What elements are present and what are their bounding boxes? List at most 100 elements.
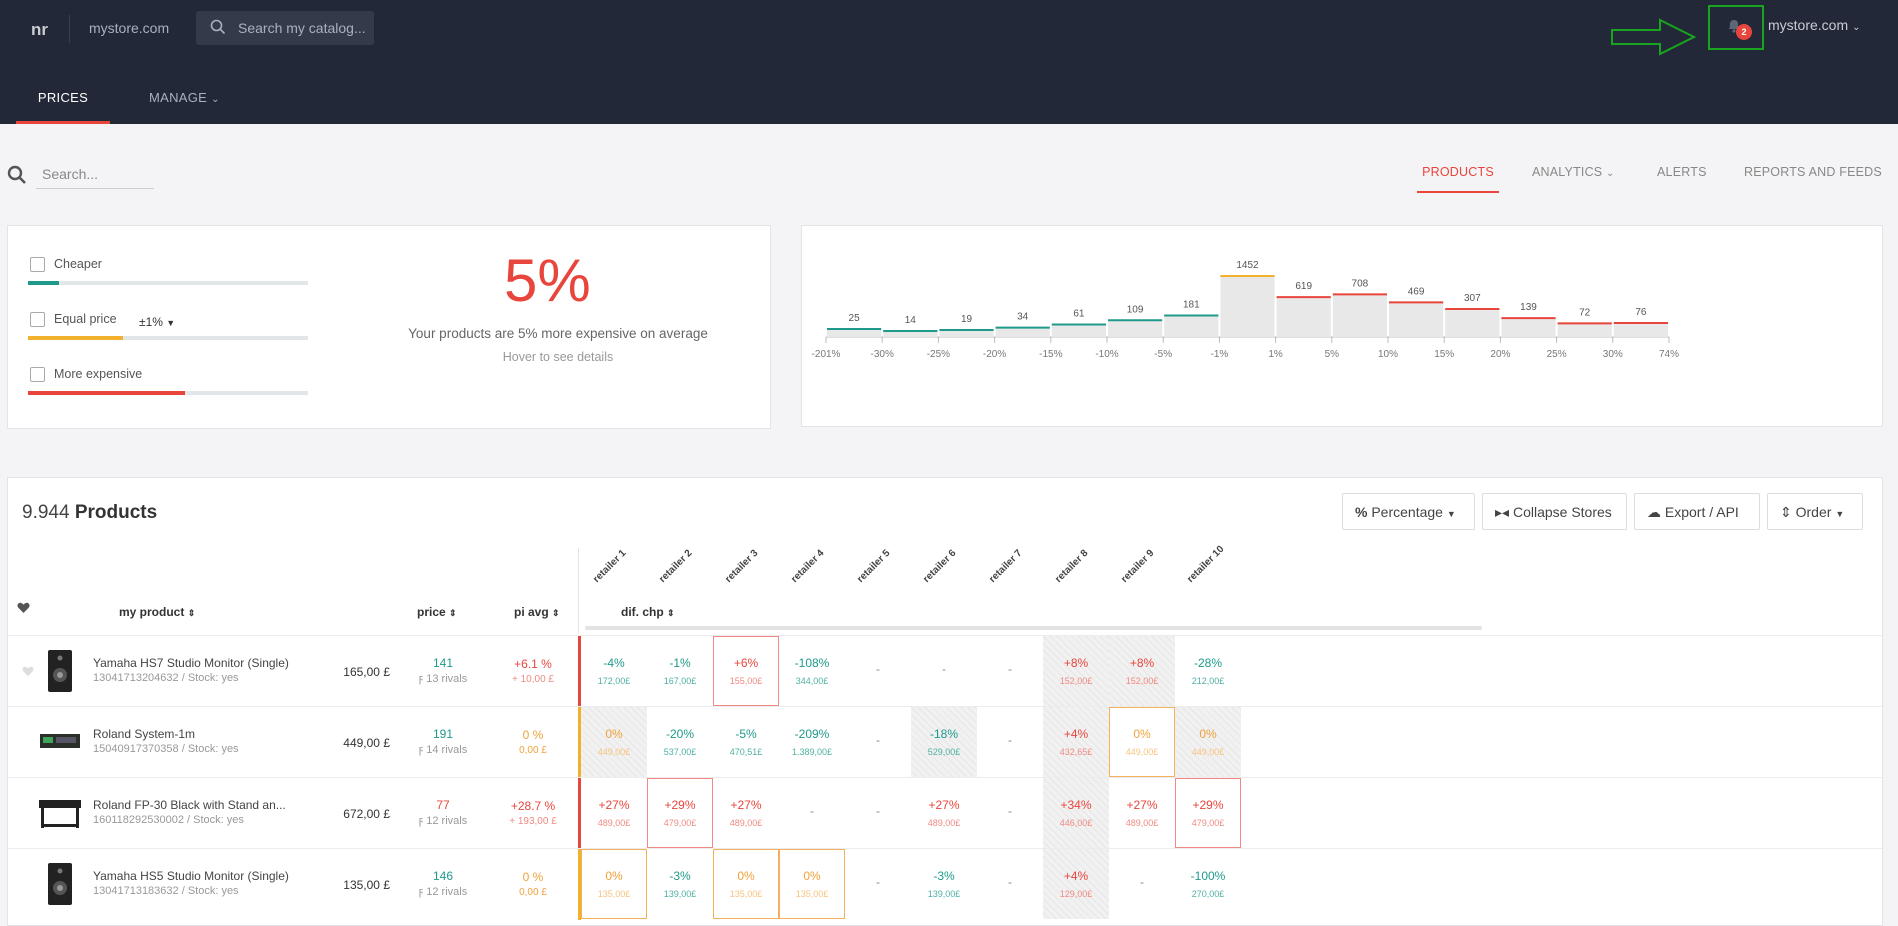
store-name[interactable]: mystore.com [89,20,170,36]
retailer-price-cell[interactable]: +27% 489,00£ [911,778,977,848]
account-menu[interactable]: mystore.com ⌄ [1768,17,1861,33]
product-thumbnail[interactable] [48,648,72,694]
retailer-price-cell[interactable]: -20% 537,00£ [647,707,713,777]
price-histogram[interactable]: 25 14 19 34 61 109 181 1452 619 708 469 307 139 72 76 -… [802,226,1884,428]
histogram-bar[interactable] [1445,308,1500,337]
retailer-price-cell[interactable]: - [779,778,845,848]
retailer-price-cell[interactable]: 0% 449,00£ [581,707,647,777]
filter-expensive[interactable]: More expensive [30,367,142,383]
retailer-price-cell[interactable]: - [977,707,1043,777]
retailer-price-cell[interactable]: +29% 479,00£ [1175,778,1241,848]
notifications-button[interactable]: 2 [1708,5,1764,50]
retailer-price-cell[interactable]: 0% 135,00£ [779,849,845,919]
histogram-bar[interactable] [1332,294,1387,337]
retailer-price-cell[interactable]: -1% 167,00£ [647,636,713,706]
retailer-price-cell[interactable]: 0% 135,00£ [581,849,647,919]
histogram-bar[interactable] [1051,324,1106,337]
retailer-price-cell[interactable]: -4% 172,00£ [581,636,647,706]
filter-equal[interactable]: Equal price [30,312,117,328]
retailer-price-cell[interactable]: +27% 489,00£ [713,778,779,848]
retailer-price-cell[interactable]: +27% 489,00£ [581,778,647,848]
retailer-price-cell[interactable]: 0% 135,00£ [713,849,779,919]
histogram-bar[interactable] [827,328,882,337]
product-thumbnail[interactable] [39,790,81,836]
retailer-price-cell[interactable]: - [845,849,911,919]
product-thumbnail[interactable] [40,719,80,765]
table-row[interactable]: Roland FP-30 Black with Stand an... 16011… [8,777,1884,849]
column-pi-avg[interactable]: pi avg ⇕ [514,605,560,619]
histogram-bar[interactable] [1220,276,1275,337]
collapse-stores-button[interactable]: ▸◂ Collapse Stores [1482,493,1627,530]
favorites-heart-icon[interactable] [17,602,30,617]
product-name[interactable]: Yamaha HS5 Studio Monitor (Single) [93,869,289,883]
retailer-price-cell[interactable]: 0% 449,00£ [1109,707,1175,777]
tab-manage[interactable]: MANAGE ⌄ [149,90,220,105]
retailer-price-cell[interactable]: +34% 446,00£ [1043,778,1109,848]
retailer-price-cell[interactable]: +4% 432,65£ [1043,707,1109,777]
histogram-bar-label: 1452 [1236,260,1259,271]
retailer-price-cell[interactable]: -3% 139,00£ [911,849,977,919]
histogram-bar[interactable] [1501,318,1556,337]
table-row[interactable]: Roland System-1m 15040917370358 / Stock: … [8,706,1884,778]
product-name[interactable]: Roland FP-30 Black with Stand an... [93,798,286,812]
retailer-price-cell[interactable]: - [977,778,1043,848]
retailer-price-cell[interactable]: -108% 344,00£ [779,636,845,706]
equal-checkbox[interactable] [30,312,45,328]
retailer-price-cell[interactable]: - [1109,849,1175,919]
retailer-price-cell[interactable]: -3% 139,00£ [647,849,713,919]
retailer-price-cell[interactable]: - [977,849,1043,919]
heart-icon[interactable] [22,664,34,682]
retailer-price-cell[interactable]: - [845,636,911,706]
tab-alerts[interactable]: ALERTS [1657,165,1707,179]
column-my-product[interactable]: my product ⇕ [119,605,195,619]
retailer-price-cell[interactable]: +27% 489,00£ [1109,778,1175,848]
retailer-price-cell[interactable]: +8% 152,00£ [1109,636,1175,706]
histogram-bar[interactable] [1108,320,1163,337]
horizontal-scrollbar[interactable] [585,626,1482,630]
retailer-price-cell[interactable]: - [911,636,977,706]
histogram-bar[interactable] [883,331,938,337]
histogram-bar[interactable] [995,327,1050,337]
histogram-bar[interactable] [1613,323,1668,337]
retailer-price-cell[interactable]: -18% 529,00£ [911,707,977,777]
tab-prices[interactable]: PRICES [16,90,110,124]
product-name[interactable]: Roland System-1m [93,727,196,741]
histogram-bar[interactable] [1389,302,1444,337]
logo[interactable]: nr [31,20,48,39]
tab-reports-and-feeds[interactable]: REPORTS AND FEEDS [1744,165,1882,179]
expensive-checkbox[interactable] [30,367,45,383]
product-name[interactable]: Yamaha HS7 Studio Monitor (Single) [93,656,289,670]
tab-products[interactable]: PRODUCTS [1417,165,1499,193]
retailer-price-cell[interactable]: 0% 449,00£ [1175,707,1241,777]
column-price[interactable]: price ⇕ [417,605,457,619]
histogram-bar[interactable] [1276,297,1331,337]
retailer-price-cell[interactable]: +4% 129,00£ [1043,849,1109,919]
table-row[interactable]: Yamaha HS5 Studio Monitor (Single) 130417… [8,848,1884,920]
product-thumbnail[interactable] [48,861,72,907]
retailer-price-cell[interactable]: - [845,707,911,777]
retailer-price-cell[interactable]: - [977,636,1043,706]
retailer-price-cell[interactable]: -28% 212,00£ [1175,636,1241,706]
retailer-price-cell[interactable]: -5% 470,51£ [713,707,779,777]
histogram-bar[interactable] [939,330,994,337]
filter-cheaper[interactable]: Cheaper [30,257,102,273]
retailer-price-cell[interactable]: +29% 479,00£ [647,778,713,848]
retailer-price-cell[interactable]: -209% 1.389,00£ [779,707,845,777]
retailer-price-cell[interactable]: +6% 155,00£ [713,636,779,706]
catalog-search[interactable]: Search my catalog... [196,11,374,45]
table-row[interactable]: Yamaha HS7 Studio Monitor (Single) 130417… [8,635,1884,707]
histogram-bar[interactable] [1557,323,1612,337]
retailer-price-cell[interactable]: - [845,778,911,848]
column-dif-chp[interactable]: dif. chp ⇕ [621,605,675,619]
product-search-input[interactable]: Search... [36,163,154,189]
histogram-bar[interactable] [1164,315,1219,337]
cheaper-checkbox[interactable] [30,257,45,273]
retailer-price-cell[interactable]: -100% 270,00£ [1175,849,1241,919]
percentage-button[interactable]: % Percentage ▼ [1342,493,1475,530]
tolerance-select[interactable]: ±1% ▼ [139,315,175,329]
retailer-price-cell[interactable]: +8% 152,00£ [1043,636,1109,706]
tab-analytics[interactable]: ANALYTICS ⌄ [1532,165,1615,179]
export-api-button[interactable]: ☁ Export / API [1634,493,1760,530]
order-button[interactable]: ⇕ Order ▼ [1767,493,1863,530]
retailer-price: 139,00£ [927,889,961,899]
